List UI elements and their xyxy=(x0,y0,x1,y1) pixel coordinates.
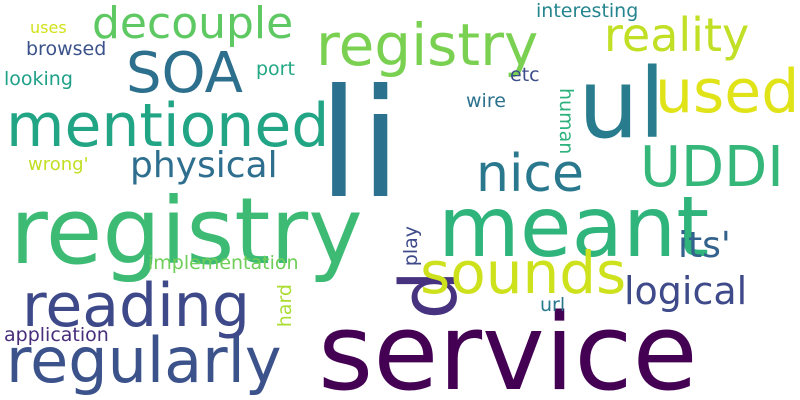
word-used: used xyxy=(655,57,800,127)
word-wrong: wrong' xyxy=(28,154,89,175)
word-looking: looking xyxy=(4,68,73,90)
word-etc: etc xyxy=(510,64,540,86)
word-human: human xyxy=(555,88,577,155)
word-port: port xyxy=(256,58,295,80)
word-application: application xyxy=(4,324,109,346)
word-reading: reading xyxy=(22,271,250,341)
word-SOA: SOA xyxy=(126,41,243,106)
word-decouple: decouple xyxy=(92,0,294,49)
word-physical: physical xyxy=(130,145,278,186)
word-registry-large: registry xyxy=(10,178,363,285)
word-play: play xyxy=(400,226,422,267)
word-implementation: implementation xyxy=(148,252,299,274)
word-mentioned: mentioned xyxy=(6,91,330,161)
word-its: its' xyxy=(678,225,731,266)
word-url: url xyxy=(540,294,566,316)
word-registry-small: registry xyxy=(316,11,539,79)
word-regularly: regularly xyxy=(6,324,282,397)
word-hard: hard xyxy=(274,284,296,328)
word-wire: wire xyxy=(466,90,506,112)
word-logical: logical xyxy=(624,269,748,313)
word-meant: meant xyxy=(438,178,710,276)
word-uses: uses xyxy=(30,18,67,37)
word-service: service xyxy=(318,291,698,400)
word-li: li xyxy=(318,58,402,232)
word-UDDI: UDDI xyxy=(640,135,784,200)
word-reality: reality xyxy=(604,8,750,62)
word-interesting: interesting xyxy=(536,0,639,22)
word-browsed: browsed xyxy=(26,38,107,60)
word-nice: nice xyxy=(476,144,584,204)
word-sounds: sounds xyxy=(420,239,627,307)
word-ul: ul xyxy=(578,48,666,160)
